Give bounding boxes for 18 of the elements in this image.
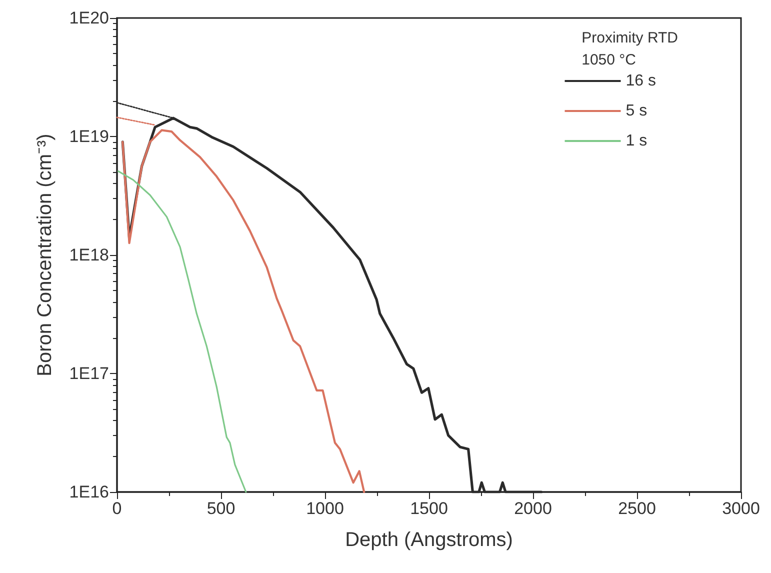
y-tick-label: 1E18 [69,246,109,264]
x-tick-label: 1000 [306,499,344,518]
x-tick-label: 2000 [514,499,552,518]
y-tick-label: 1E16 [69,482,109,502]
legend-label: 5 s [626,102,648,120]
legend-label: 16 s [626,72,656,90]
x-tick-label: 500 [206,499,236,518]
y-tick-label: 1E19 [69,127,109,146]
y-tick-label: 1E20 [69,8,109,28]
legend-title: Proximity RTD 1050 °C [582,30,678,68]
y-tick-label: 1E17 [69,364,109,383]
x-tick-label: 0 [112,499,122,518]
x-axis-title: Depth (Angstroms) [345,529,513,551]
x-tick-label: 3000 [722,499,760,518]
x-tick-label: 1500 [410,499,448,518]
y-axis-title: Boron Concentration (cm⁻³) [34,134,56,376]
x-tick-label: 2500 [618,499,656,518]
legend-label: 1 s [626,132,648,150]
